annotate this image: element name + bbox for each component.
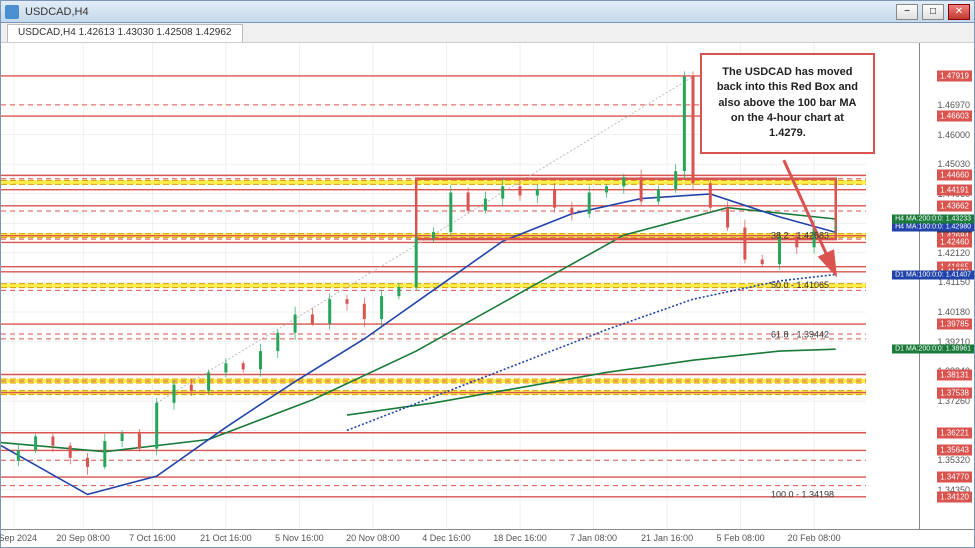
maximize-icon: □: [930, 6, 936, 17]
tab-label: USDCAD,H4 1.42613 1.43030 1.42508 1.4296…: [18, 27, 232, 38]
annotation-box: The USDCAD has moved back into this Red …: [700, 53, 875, 154]
minimize-button[interactable]: −: [896, 4, 918, 20]
time-axis: 5 Sep 202420 Sep 08:007 Oct 16:0021 Oct …: [1, 529, 974, 547]
svg-text:50.0 - 1.41065: 50.0 - 1.41065: [771, 280, 829, 290]
minimize-icon: −: [904, 6, 910, 17]
price-axis: 1.469701.460001.450301.440601.430901.421…: [919, 43, 974, 529]
titlebar[interactable]: USDCAD,H4 − □ ✕: [1, 1, 974, 23]
svg-text:100.0 - 1.34198: 100.0 - 1.34198: [771, 489, 834, 499]
svg-text:61.8 - 1.39442: 61.8 - 1.39442: [771, 330, 829, 340]
window-title: USDCAD,H4: [25, 6, 89, 18]
close-icon: ✕: [955, 6, 963, 17]
svg-text:38.2 - 1.42683: 38.2 - 1.42683: [771, 231, 829, 241]
app-icon: [5, 5, 19, 19]
close-button[interactable]: ✕: [948, 4, 970, 20]
window-controls: − □ ✕: [896, 4, 970, 20]
chart-window: USDCAD,H4 − □ ✕ USDCAD,H4 1.42613 1.4303…: [0, 0, 975, 548]
tabbar: USDCAD,H4 1.42613 1.43030 1.42508 1.4296…: [1, 23, 974, 43]
annotation-text: The USDCAD has moved back into this Red …: [717, 66, 858, 140]
title-left: USDCAD,H4: [5, 5, 89, 19]
tab-symbol[interactable]: USDCAD,H4 1.42613 1.43030 1.42508 1.4296…: [7, 24, 243, 42]
chart-area[interactable]: 38.2 - 1.42683 50.0 - 1.41065 61.8 - 1.394…: [1, 43, 974, 529]
maximize-button[interactable]: □: [922, 4, 944, 20]
